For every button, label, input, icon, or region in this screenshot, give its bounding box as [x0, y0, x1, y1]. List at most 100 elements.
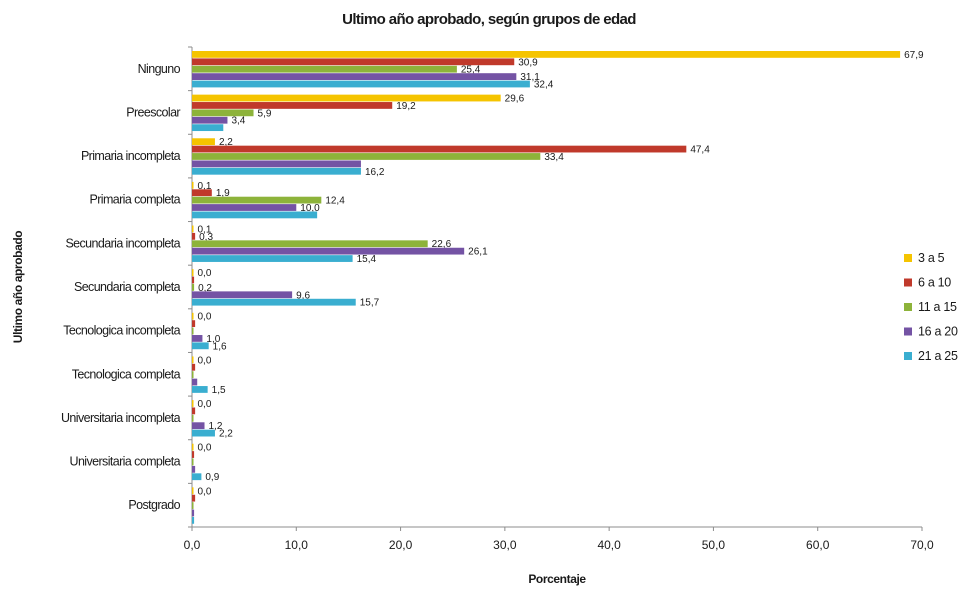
bar-0-6	[192, 312, 194, 320]
legend-swatch	[904, 254, 912, 262]
bar-2-0	[192, 65, 457, 73]
bar-0-3	[192, 181, 194, 189]
bar-1-4	[192, 232, 196, 240]
bar-0-1	[192, 94, 501, 102]
bar-1-1	[192, 102, 393, 109]
bar-4-5	[192, 298, 356, 306]
bar-1-5	[192, 276, 195, 284]
category-label: Secundaria incompleta	[65, 236, 180, 250]
bar-3-9	[192, 465, 196, 473]
bar-0-10	[192, 487, 194, 495]
data-label: 15,7	[360, 298, 380, 309]
category-label: Universitaria completa	[70, 455, 181, 469]
x-tick-label: 30,0	[493, 538, 517, 552]
data-label: 15,4	[357, 254, 377, 265]
data-label: 29,6	[505, 94, 525, 105]
bar-1-7	[192, 363, 196, 371]
x-axis-ticks: 0,0 10,0 20,0 30,0 40,0 50,0 60,0 70,0	[184, 527, 934, 552]
bar-0-2	[192, 138, 215, 146]
category-label: Tecnologica incompleta	[63, 324, 180, 338]
data-label: 2,2	[219, 429, 233, 440]
legend: 3 a 5 6 a 10 11 a 15 16 a 20 21 a 25	[904, 251, 958, 363]
legend-label: 11 a 15	[918, 300, 957, 314]
y-axis-title: Ultimo año aprobado	[11, 231, 25, 343]
bar-3-1	[192, 116, 228, 124]
data-label: 0,0	[198, 312, 212, 323]
bar-4-6	[192, 342, 209, 350]
bar-4-10	[192, 516, 195, 524]
data-label: 30,9	[518, 57, 538, 68]
bar-3-2	[192, 160, 361, 168]
bar-2-9	[192, 458, 194, 466]
x-tick-label: 20,0	[389, 538, 413, 552]
data-label: 22,6	[432, 239, 452, 250]
bar-3-3	[192, 204, 297, 211]
x-axis-title: Porcentaje	[528, 572, 586, 586]
bar-1-9	[192, 451, 195, 458]
legend-swatch	[904, 327, 912, 336]
bar-0-0	[192, 51, 901, 58]
data-label: 47,4	[690, 145, 710, 156]
data-label: 0,1	[198, 181, 212, 192]
data-label: 25,4	[461, 65, 481, 76]
bar-0-8	[192, 400, 194, 407]
data-label: 1,5	[212, 385, 226, 396]
x-tick-label: 70,0	[910, 538, 934, 552]
data-label: 1,0	[206, 334, 220, 345]
x-tick-label: 60,0	[806, 538, 830, 552]
data-label: 1,6	[213, 341, 227, 352]
legend-swatch	[904, 278, 912, 287]
bar-4-1	[192, 124, 224, 132]
bar-0-4	[192, 225, 194, 233]
bar-3-7	[192, 378, 198, 386]
bar-4-0	[192, 80, 530, 88]
data-label: 0,0	[198, 486, 212, 497]
data-label: 10,0	[300, 203, 320, 214]
chart-title: Ultimo año aprobado, según grupos de eda…	[342, 11, 636, 28]
bar-2-8	[192, 414, 194, 422]
x-tick-label: 0,0	[184, 538, 201, 552]
bar-1-0	[192, 58, 515, 66]
bar-2-2	[192, 153, 541, 160]
category-label: Preescolar	[126, 105, 180, 119]
bars-layer: 67,9 29,6 2,2 0,1 0,1 0,0 0,0 0,0 0,0 0,0 0,0 30,9 1…	[192, 50, 924, 524]
bar-3-0	[192, 73, 517, 80]
data-label: 0,2	[198, 283, 212, 294]
bar-2-10	[192, 502, 194, 509]
legend-label: 6 a 10	[918, 276, 951, 290]
category-label: Universitaria incompleta	[61, 411, 181, 425]
bar-4-9	[192, 473, 202, 481]
legend-label: 3 a 5	[918, 251, 945, 265]
x-tick-label: 10,0	[285, 538, 309, 552]
bar-2-1	[192, 109, 254, 117]
category-label: Primaria incompleta	[81, 149, 181, 163]
data-label: 26,1	[468, 247, 488, 258]
bar-3-8	[192, 422, 205, 430]
bar-1-10	[192, 494, 196, 502]
data-label: 1,9	[216, 188, 230, 199]
category-label: Tecnologica completa	[72, 367, 181, 381]
data-label: 3,4	[231, 116, 245, 127]
data-label: 0,0	[198, 355, 212, 366]
data-label: 0,1	[198, 224, 212, 235]
category-label: Secundaria completa	[74, 280, 181, 294]
bar-4-7	[192, 386, 208, 393]
bar-4-3	[192, 211, 318, 219]
legend-swatch	[904, 303, 912, 311]
bar-2-4	[192, 240, 428, 248]
data-label: 2,2	[219, 137, 233, 148]
data-label: 0,3	[199, 232, 213, 243]
category-labels: Ninguno Preescolar Primaria incompleta Prim…	[61, 46, 192, 528]
data-label: 1,2	[209, 421, 223, 432]
legend-label: 16 a 20	[918, 325, 958, 339]
bar-3-10	[192, 509, 195, 517]
bar-1-2	[192, 145, 687, 153]
data-label: 16,2	[365, 167, 385, 178]
x-tick-label: 40,0	[597, 538, 621, 552]
data-label: 12,4	[325, 196, 345, 207]
bar-4-2	[192, 167, 361, 175]
data-label: 0,0	[198, 399, 212, 410]
data-label: 31,1	[520, 72, 540, 83]
